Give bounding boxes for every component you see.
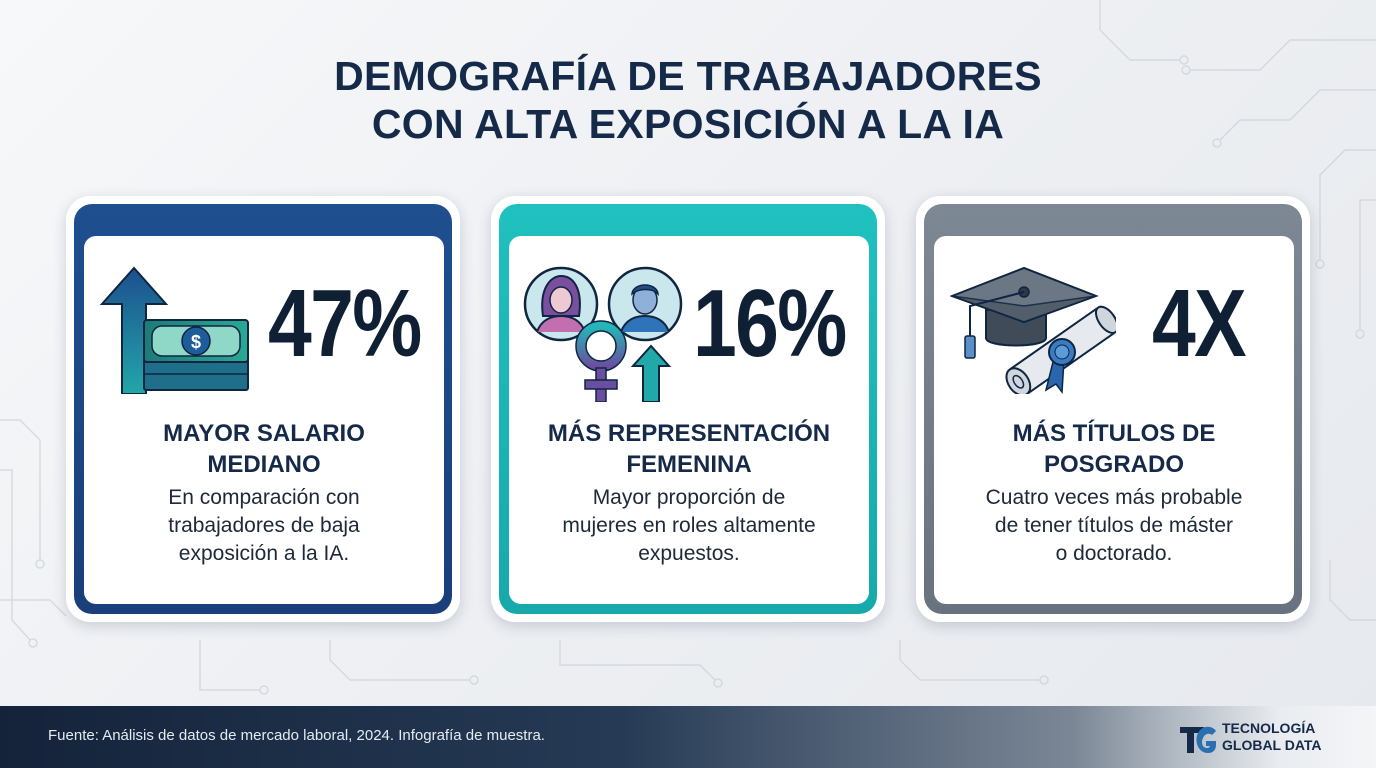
card-heading-line: MEDIANO (207, 451, 321, 478)
stat-value: 4X (1152, 270, 1247, 377)
stat-card-female: 16% MÁS REPRESENTACIÓN FEMENINA Mayor pr… (491, 196, 885, 622)
card-description-line: expuestos. (638, 542, 740, 565)
card-body: 4X MÁS TÍTULOS DE POSGRADO Cuatro veces … (934, 236, 1294, 604)
svg-text:$: $ (191, 332, 201, 352)
source-note: Fuente: Análisis de datos de mercado lab… (48, 727, 545, 744)
brand-logo: TECNOLOGÍA GLOBAL DATA (1178, 718, 1368, 758)
card-description-line: exposición a la IA. (178, 542, 350, 565)
card-frame: 4X MÁS TÍTULOS DE POSGRADO Cuatro veces … (924, 204, 1302, 614)
card-body: 16% MÁS REPRESENTACIÓN FEMENINA Mayor pr… (509, 236, 869, 604)
card-heading-line: MÁS TÍTULOS DE (1012, 420, 1216, 447)
card-description: En comparación con trabajadores de baja … (84, 484, 444, 568)
card-heading-line: MAYOR SALARIO (163, 420, 365, 447)
stat-card-salary: $ 47% MAYOR SALARIO MEDIANO En comparaci… (66, 196, 460, 622)
female-representation-icon (521, 260, 685, 407)
money-growth-icon: $ (98, 266, 252, 399)
card-heading: MÁS REPRESENTACIÓN FEMENINA (509, 418, 869, 480)
page-title-line-2: CON ALTA EXPOSICIÓN A LA IA (371, 101, 1005, 147)
brand-name: TECNOLOGÍA GLOBAL DATA (1222, 720, 1322, 754)
card-description: Cuatro veces más probable de tener títul… (934, 484, 1294, 568)
graduation-diploma-icon (949, 262, 1119, 399)
card-description-line: Cuatro veces más probable (985, 486, 1243, 509)
card-description-line: mujeres en roles altamente (562, 514, 816, 537)
card-heading-line: FEMENINA (626, 451, 752, 478)
page-title: DEMOGRAFÍA DE TRABAJADORES CON ALTA EXPO… (0, 52, 1376, 148)
card-description-line: o doctorado. (1055, 542, 1173, 565)
card-description-line: de tener títulos de máster (994, 514, 1234, 537)
card-heading: MÁS TÍTULOS DE POSGRADO (934, 418, 1294, 480)
card-heading-line: MÁS REPRESENTACIÓN (547, 420, 831, 447)
card-frame: 16% MÁS REPRESENTACIÓN FEMENINA Mayor pr… (499, 204, 877, 614)
card-heading: MAYOR SALARIO MEDIANO (84, 418, 444, 480)
card-description-line: Mayor proporción de (592, 486, 786, 509)
stat-value: 16% (693, 270, 847, 377)
page-title-line-1: DEMOGRAFÍA DE TRABAJADORES (334, 53, 1042, 99)
card-description-line: En comparación con (168, 486, 360, 509)
card-frame: $ 47% MAYOR SALARIO MEDIANO En comparaci… (74, 204, 452, 614)
card-body: $ 47% MAYOR SALARIO MEDIANO En comparaci… (84, 236, 444, 604)
card-description: Mayor proporción de mujeres en roles alt… (509, 484, 869, 568)
footer-bar: Fuente: Análisis de datos de mercado lab… (0, 706, 1376, 768)
card-heading-line: POSGRADO (1043, 451, 1184, 478)
stat-card-degree: 4X MÁS TÍTULOS DE POSGRADO Cuatro veces … (916, 196, 1310, 622)
card-description-line: trabajadores de baja (168, 514, 360, 537)
brand-name-line-1: TECNOLOGÍA (1222, 720, 1316, 736)
brand-mark-icon (1178, 721, 1218, 760)
brand-name-line-2: GLOBAL DATA (1222, 737, 1322, 753)
stat-value: 47% (268, 270, 422, 377)
